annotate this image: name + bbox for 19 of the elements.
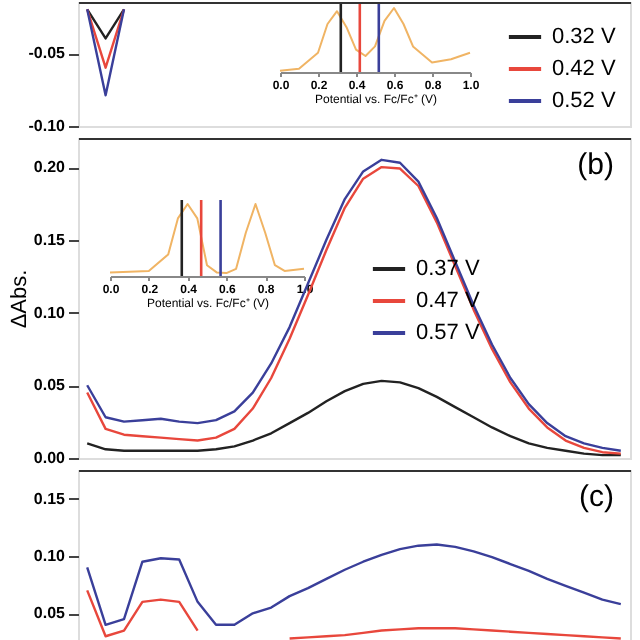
y-tick-label: 0.15 — [33, 489, 67, 508]
y-tick-label: 0.05 — [33, 604, 67, 623]
line-series — [86, 543, 622, 626]
annotation: (b) — [577, 148, 614, 182]
y-tick-label: 0.00 — [33, 449, 67, 467]
annotation: (c) — [579, 480, 614, 514]
legend-label: 0.57 V — [416, 321, 481, 345]
y-tick-label: 0.05 — [33, 376, 67, 395]
y-axis-title: ΔAbs. — [7, 269, 32, 329]
line-series — [86, 379, 622, 457]
y-tick-label: 0.15 — [33, 230, 67, 249]
y-tick-label: -0.05 — [28, 44, 67, 63]
legend-label: 0.32 V — [552, 25, 617, 49]
y-tick-label: 0.10 — [33, 547, 67, 565]
y-tick-label: 0.20 — [33, 158, 67, 177]
legend-label: 0.52 V — [552, 89, 617, 113]
y-tick-label: 0.10 — [33, 303, 67, 322]
y-tick-label: -0.10 — [28, 117, 67, 135]
legend-label: 0.42 V — [552, 57, 617, 81]
